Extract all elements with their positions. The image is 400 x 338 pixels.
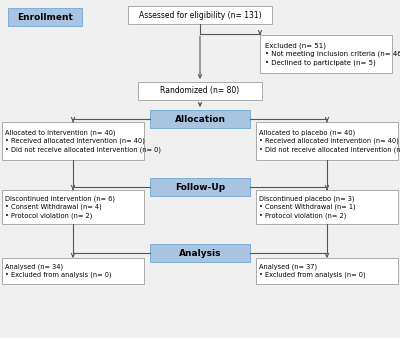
- FancyBboxPatch shape: [256, 258, 398, 284]
- FancyBboxPatch shape: [138, 82, 262, 100]
- FancyBboxPatch shape: [256, 190, 398, 224]
- Text: Discontinued intervention (n= 6)
• Consent Withdrawal (n= 4)
• Protocol violatio: Discontinued intervention (n= 6) • Conse…: [5, 195, 115, 219]
- Text: Assessed for eligibility (n= 131): Assessed for eligibility (n= 131): [139, 10, 261, 20]
- Text: Analysed (n= 37)
• Excluded from analysis (n= 0): Analysed (n= 37) • Excluded from analysi…: [259, 264, 366, 279]
- Text: Allocated to intervention (n= 40)
• Received allocated intervention (n= 40)
• Di: Allocated to intervention (n= 40) • Rece…: [5, 129, 161, 153]
- FancyBboxPatch shape: [128, 6, 272, 24]
- Text: Randomized (n= 80): Randomized (n= 80): [160, 87, 240, 96]
- FancyBboxPatch shape: [2, 122, 144, 160]
- FancyBboxPatch shape: [260, 35, 392, 73]
- Text: Allocated to placebo (n= 40)
• Received allocated intervention (n= 40)
• Did not: Allocated to placebo (n= 40) • Received …: [259, 129, 400, 153]
- Text: Allocation: Allocation: [174, 115, 226, 123]
- Text: Analysed (n= 34)
• Excluded from analysis (n= 0): Analysed (n= 34) • Excluded from analysi…: [5, 264, 112, 279]
- FancyBboxPatch shape: [2, 258, 144, 284]
- FancyBboxPatch shape: [2, 190, 144, 224]
- Text: Analysis: Analysis: [179, 248, 221, 258]
- FancyBboxPatch shape: [150, 178, 250, 196]
- Text: Enrollment: Enrollment: [17, 13, 73, 22]
- FancyBboxPatch shape: [256, 122, 398, 160]
- FancyBboxPatch shape: [8, 8, 82, 26]
- Text: Follow-Up: Follow-Up: [175, 183, 225, 192]
- FancyBboxPatch shape: [150, 110, 250, 128]
- Text: Excluded (n= 51)
• Not meeting inclusion criteria (n= 46)
• Declined to particip: Excluded (n= 51) • Not meeting inclusion…: [265, 42, 400, 66]
- Text: Discontinued placebo (n= 3)
• Consent Withdrawal (n= 1)
• Protocol violation (n=: Discontinued placebo (n= 3) • Consent Wi…: [259, 195, 356, 219]
- FancyBboxPatch shape: [150, 244, 250, 262]
